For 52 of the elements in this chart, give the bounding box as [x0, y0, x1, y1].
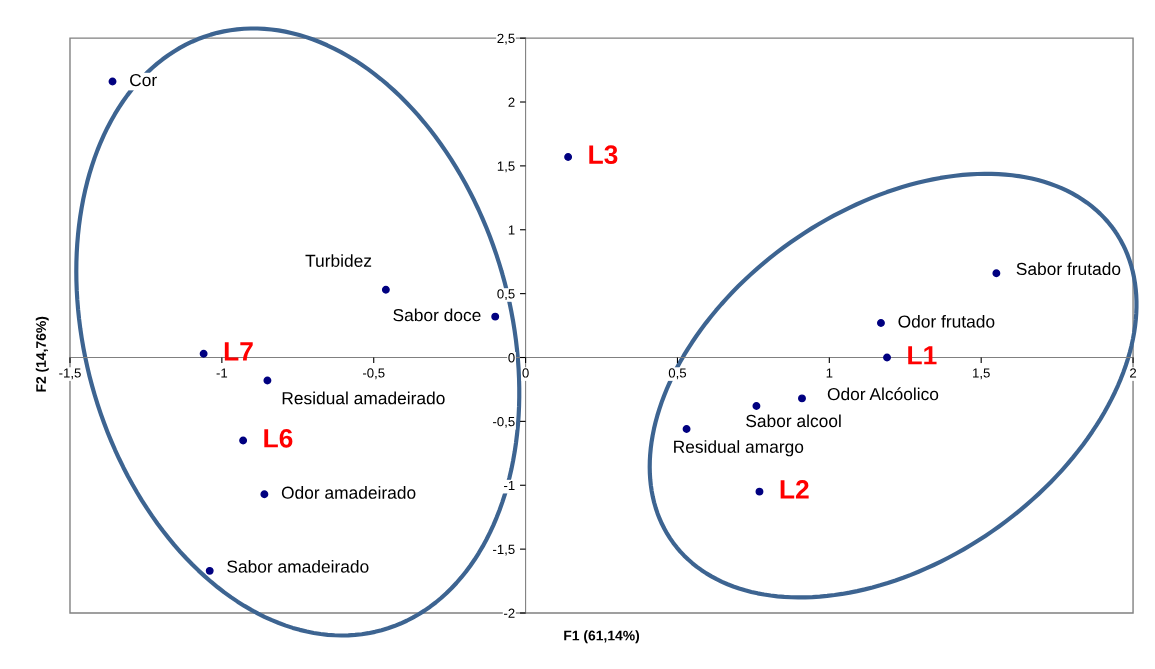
data-label: L6	[264, 428, 293, 448]
x-axis-title: F1 (61,14%)	[564, 630, 640, 644]
point	[199, 349, 208, 358]
data-label: L1	[908, 346, 937, 365]
data-label: Sabor alcool	[746, 414, 841, 428]
point	[263, 376, 272, 385]
y-tick-label: -2	[504, 608, 515, 618]
data-label: Odor frutado	[898, 314, 995, 328]
y-tick-label: 0,5	[497, 289, 515, 301]
y-tick-label: -0,5	[493, 416, 515, 428]
x-tick-label: -0,5	[362, 368, 385, 380]
point	[798, 394, 806, 403]
y-tick-label: 2,5	[497, 33, 515, 45]
data-label: L7	[224, 342, 253, 361]
y-tick-label: -1	[504, 480, 515, 491]
point	[992, 269, 1001, 278]
x-tick-label: 0,5	[668, 368, 687, 380]
data-label: Residual amargo	[674, 440, 804, 457]
data-label: Residual amadeirado	[282, 391, 445, 405]
data-label: Sabor amadeirado	[227, 559, 369, 573]
data-label: L2	[780, 480, 809, 499]
x-tick-label: 1	[826, 368, 833, 378]
point	[682, 425, 691, 433]
point	[205, 566, 214, 575]
x-tick-label: 0	[522, 368, 529, 378]
x-tick-label: -1	[216, 368, 228, 378]
point	[239, 436, 248, 445]
point	[564, 152, 573, 161]
point	[755, 487, 764, 496]
x-tick-label: -1,5	[59, 368, 81, 380]
x-tick-label: 2	[1130, 368, 1137, 378]
point	[108, 77, 117, 86]
data-label: Odor amadeirado	[281, 486, 416, 499]
point	[877, 319, 885, 327]
y-tick-label: -1,5	[493, 544, 515, 556]
point	[381, 285, 390, 294]
data-label: Cor	[130, 73, 157, 87]
data-label: L3	[589, 145, 618, 165]
data-label: Odor Alcóolico	[827, 387, 939, 401]
y-tick-label: 0	[508, 353, 515, 363]
data-label: Sabor frutado	[1016, 262, 1121, 276]
data-label: Sabor doce	[393, 308, 481, 322]
point	[752, 402, 761, 411]
y-tick-label: 1,5	[497, 161, 515, 173]
x-tick-label: 1,5	[973, 368, 990, 380]
y-axis-title: F2 (14,76%)	[35, 316, 49, 392]
point	[260, 490, 269, 499]
y-tick-label: 1	[508, 225, 515, 235]
point	[491, 312, 500, 321]
point	[883, 353, 891, 362]
y-tick-label: 2	[508, 97, 515, 107]
data-label: Turbidez	[305, 254, 372, 267]
